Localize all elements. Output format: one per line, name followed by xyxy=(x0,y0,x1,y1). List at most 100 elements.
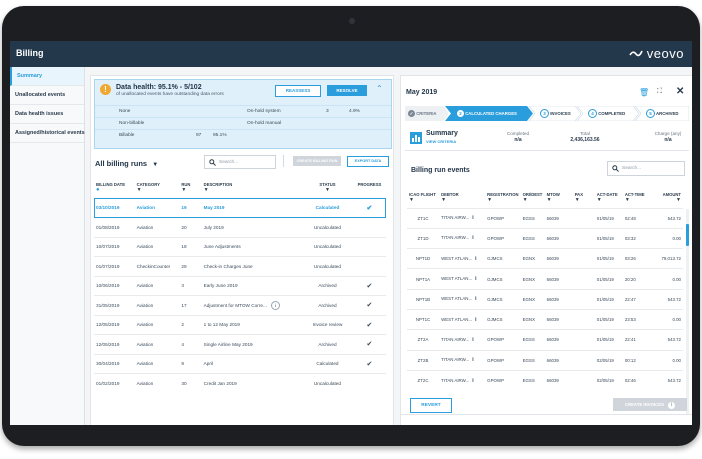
billing-run-events-title: Billing run events xyxy=(411,167,470,174)
column-header-ori-dest[interactable]: ORI/DEST ▼ xyxy=(522,192,543,203)
table-row[interactable]: 12/05/2019 Aviation 2 1 to 12 May 2019 Invoi… xyxy=(94,314,386,335)
sidebar-item-summary[interactable]: Summary xyxy=(10,67,84,86)
cell-amount: 0.00 xyxy=(648,227,683,249)
column-header-debtor[interactable]: DEBTOR ▼ xyxy=(441,192,459,203)
table-row[interactable]: 03/10/2019 Aviation 19 May 2019 Calculated ✔ xyxy=(94,197,386,218)
cell-description: Single Airline May 2019 xyxy=(201,334,303,354)
cell-category: Aviation xyxy=(134,373,180,393)
cell-category: Aviation xyxy=(134,295,180,315)
step-criteria[interactable]: ✓ CRITERIA xyxy=(408,110,437,117)
export-data-button[interactable]: EXPORT DATA xyxy=(347,156,389,167)
cell-registration: GJMCS xyxy=(485,308,521,330)
cell-ori-dest: EGNX xyxy=(520,248,545,269)
table-row[interactable]: 10/07/2019 Aviation 18 June Adjustments Unca… xyxy=(94,236,386,257)
info-icon[interactable]: i xyxy=(472,357,474,364)
collapse-chevron-icon[interactable]: ⌃ xyxy=(376,84,383,93)
charge-label: Charge (any) xyxy=(654,131,682,136)
info-icon[interactable]: i xyxy=(475,255,477,262)
cell-pax xyxy=(572,329,595,351)
column-header-status[interactable]: STATUS ▼ xyxy=(319,182,336,193)
cell-mtow: 66039 xyxy=(544,227,573,249)
column-header-billing-date[interactable]: BILLING DATE ● xyxy=(96,182,125,193)
step-completed[interactable]: 4 COMPLETED xyxy=(588,106,625,121)
view-criteria-link[interactable]: VIEW CRITERIA xyxy=(426,139,457,144)
column-header-act-date[interactable]: ACT-DATE ▼ xyxy=(596,192,618,203)
info-icon[interactable]: i xyxy=(475,316,477,323)
cell-act-date: 02/05/19 xyxy=(594,369,623,391)
sidebar-item-data-health-issues[interactable]: Data health issues xyxy=(10,105,84,124)
cell-amount: 0.00 xyxy=(648,349,683,371)
step-archived[interactable]: 5 ARCHIVED xyxy=(646,106,679,121)
column-header-pax[interactable]: PAX ▼ xyxy=(574,192,584,203)
column-header-description[interactable]: DESCRIPTION ▼ xyxy=(203,182,233,193)
expand-icon[interactable]: ⛶ xyxy=(657,88,662,95)
step-invoices[interactable]: 3 INVOICES xyxy=(540,106,571,121)
table-header-row: ICAO FLIGHT ▼ DEBTOR ▼ REGISTRATION ▼ ORI/D… xyxy=(407,192,683,208)
cell-progress: ✔ xyxy=(352,314,386,335)
step-calculated-charges[interactable]: 2 CALCULATED CHARGES xyxy=(457,106,517,121)
cell-pax xyxy=(572,288,595,310)
info-icon[interactable]: i xyxy=(472,336,474,343)
detail-title: May 2019 xyxy=(406,89,438,96)
info-icon[interactable]: i xyxy=(472,215,474,222)
cell-amount: 79,013.72 xyxy=(648,248,683,269)
sidebar-item-unallocated-events[interactable]: Unallocated events xyxy=(10,86,84,105)
tablet-frame: Billing veovo Summary Unallocated events… xyxy=(2,6,700,446)
cell-run: 29 xyxy=(179,256,202,276)
cell-run: 20 xyxy=(179,217,202,237)
table-row[interactable]: NPT1D WEST ATLAN... i GJMCS EGNX 66039 01/05/1… xyxy=(407,248,683,269)
delete-icon[interactable]: 🗑 xyxy=(639,88,650,97)
info-icon[interactable]: i xyxy=(475,296,477,303)
column-header-registration[interactable]: REGISTRATION ▼ xyxy=(487,192,519,203)
billing-runs-title[interactable]: All billing runs ▼ xyxy=(95,159,159,168)
column-header-run[interactable]: RUN ▼ xyxy=(181,182,191,193)
table-row[interactable]: 01/07/2019 CheckinCounter 29 Check-in Charg… xyxy=(94,256,386,276)
veovo-logo-icon xyxy=(629,50,643,56)
create-billing-run-button[interactable]: CREATE BILLING RUN xyxy=(293,156,341,166)
cell-icao-flight: ZT2C xyxy=(407,369,440,391)
completed-label: Completed xyxy=(506,131,530,136)
table-row[interactable]: NPT1B WEST ATLAN... i GJMCS EGNX 66039 01/05/1… xyxy=(407,288,683,310)
info-icon[interactable]: i xyxy=(270,300,280,310)
table-row[interactable]: NPT1C WEST ATLAN... i GJMCS EGNX 66039 01/05/1… xyxy=(407,308,683,330)
table-row[interactable]: 01/08/2019 Aviation 20 July 2019 Uncalculate… xyxy=(94,217,386,237)
cell-run: 4 xyxy=(179,334,202,354)
cell-ori-dest: EGSS xyxy=(520,207,545,229)
table-row[interactable]: 30/04/2019 Aviation 9 April Calculated ✔ xyxy=(94,353,386,374)
table-row[interactable]: NPT1A WEST ATLAN... i GJMCS EGNX 66039 01/05/1… xyxy=(407,268,683,290)
revert-button[interactable]: REVERT xyxy=(410,398,452,413)
cell-status: Uncalculated xyxy=(302,256,353,276)
reassess-button[interactable]: REASSESS xyxy=(275,85,321,97)
table-row[interactable]: 10/06/2019 Aviation 3 Early June 2019 Archiv… xyxy=(94,275,386,296)
info-icon[interactable]: i xyxy=(472,377,474,384)
column-header-icao-flight[interactable]: ICAO FLIGHT ▼ xyxy=(409,192,436,203)
runs-search-input[interactable]: Search... xyxy=(204,155,276,169)
table-row[interactable]: ZT2C TITAN AIRW... i GPOWP EGSS 66039 02/05/19… xyxy=(407,369,683,391)
events-scrollbar[interactable] xyxy=(686,209,689,415)
column-header-act-time[interactable]: ACT-TIME ▼ xyxy=(624,192,645,203)
table-row[interactable]: ZT2A TITAN AIRW... i GPOWP EGSS 66039 01/05/19… xyxy=(407,329,683,351)
column-header-mtow[interactable]: MTOW ▼ xyxy=(546,192,560,203)
cell-ori-dest: EGSS xyxy=(520,227,545,249)
table-row[interactable]: ZT2B TITAN AIRW... i GPOWP EGSS 66039 02/05/19… xyxy=(407,349,683,371)
events-search-input[interactable]: Search... xyxy=(607,161,685,176)
cell-mtow: 66039 xyxy=(544,349,573,371)
info-icon[interactable]: i xyxy=(475,276,477,283)
cell-status: Calculated xyxy=(302,353,353,374)
cell-registration: GJMCS xyxy=(485,288,521,310)
step-check-icon: ✓ xyxy=(408,110,415,117)
column-header-amount[interactable]: AMOUNT ▼ xyxy=(662,192,681,203)
column-header-category[interactable]: CATEGORY ▼ xyxy=(136,182,160,193)
create-invoices-button[interactable]: CREATE INVOICES i xyxy=(613,398,687,411)
close-icon[interactable]: ✕ xyxy=(676,86,685,97)
table-row[interactable]: ZT1C TITAN AIRW... i GPOWP EGSS 66039 01/05/19… xyxy=(407,207,683,229)
table-row[interactable]: ZT1D TITAN AIRW... i GPOWP EGSS 66039 01/05/19… xyxy=(407,227,683,249)
table-row[interactable]: 12/05/2019 Aviation 4 Single Airline May 20… xyxy=(94,334,386,354)
resolve-button[interactable]: RESOLVE xyxy=(327,85,367,96)
sidebar-item-assigned-historical-events[interactable]: Assigned/historical events xyxy=(10,124,85,143)
table-row[interactable]: 01/02/2019 Aviation 30 Credit Jan 2019 Uncal… xyxy=(94,373,386,393)
events-scroll-thumb[interactable] xyxy=(686,224,689,246)
table-row[interactable]: 31/05/2019 Aviation 17 Adjustment for MTOW … xyxy=(94,295,386,315)
cell-ori-dest: EGSS xyxy=(520,349,545,371)
info-icon[interactable]: i xyxy=(472,235,474,242)
